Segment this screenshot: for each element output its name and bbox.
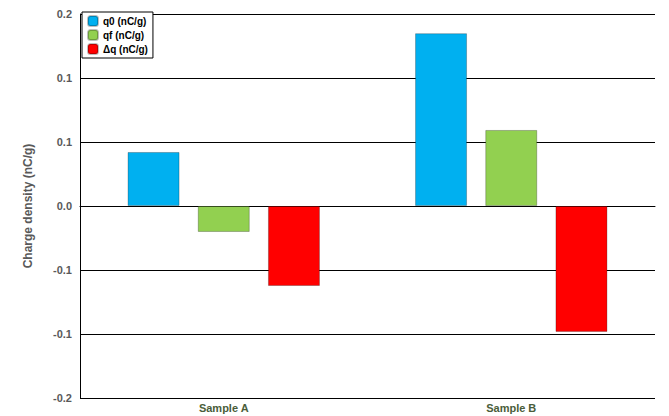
svg-text:q0 (nC/g): q0 (nC/g) [103,16,146,27]
svg-text:Δq (nC/g): Δq (nC/g) [103,44,148,55]
svg-text:-0.1: -0.1 [53,328,72,340]
svg-text:Sample B: Sample B [486,402,536,414]
svg-text:Charge density (nC/g): Charge density (nC/g) [21,144,35,269]
svg-text:0.1: 0.1 [57,72,72,84]
svg-text:-0.2: -0.2 [53,392,72,404]
svg-text:Sample A: Sample A [199,402,249,414]
svg-text:0.1: 0.1 [57,136,72,148]
svg-text:0.0: 0.0 [57,200,72,212]
svg-text:0.2: 0.2 [57,8,72,20]
svg-text:qf (nC/g): qf (nC/g) [103,30,144,41]
svg-text:-0.1: -0.1 [53,264,72,276]
